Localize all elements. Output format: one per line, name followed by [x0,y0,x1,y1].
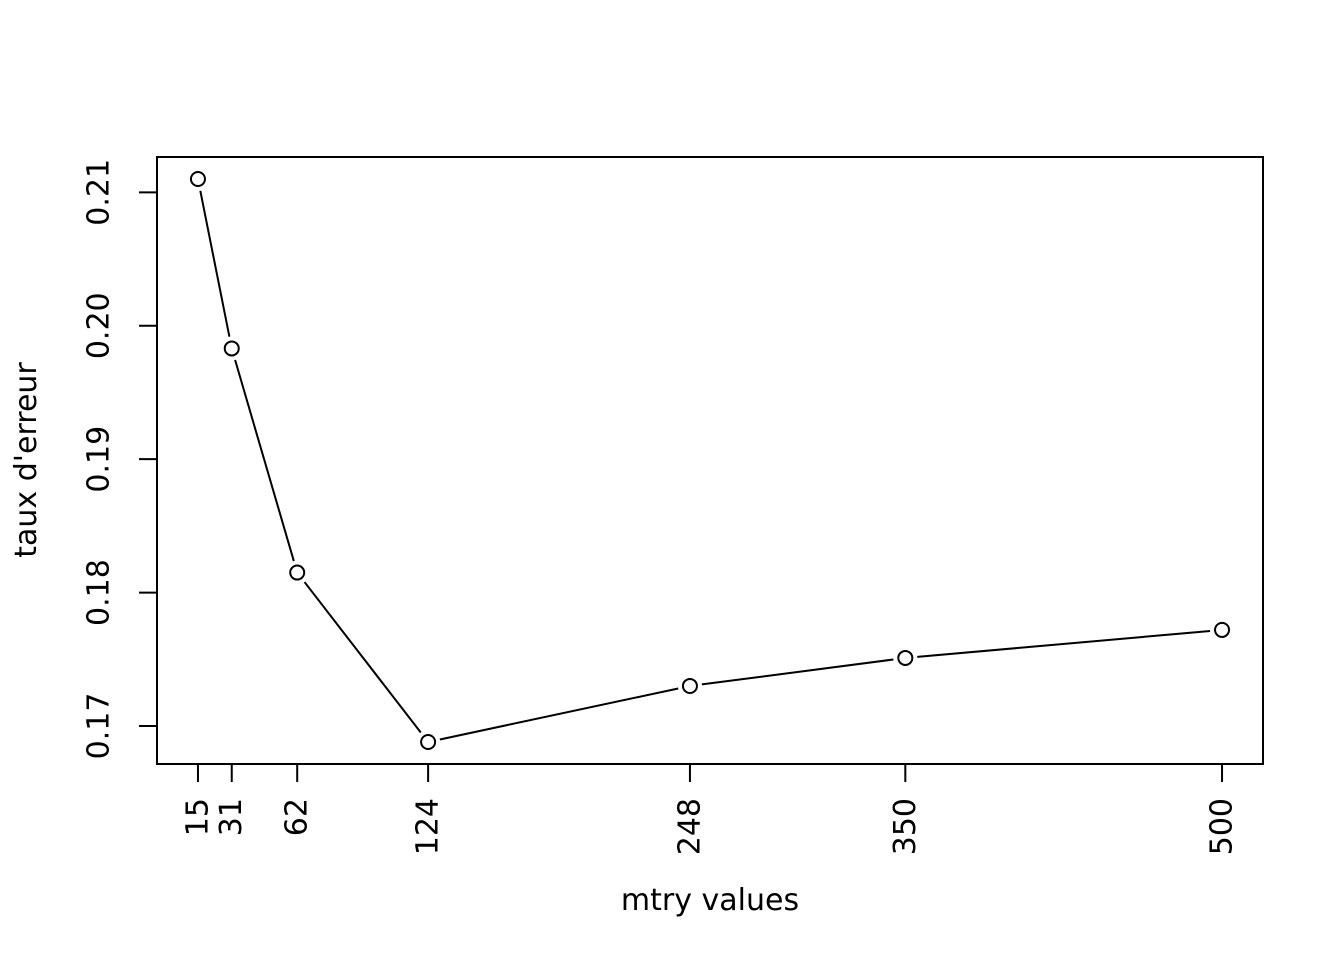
series-line-segment [303,581,422,734]
data-point [289,564,306,581]
series-line-segment [701,658,894,686]
data-series [189,171,1231,750]
data-point [681,677,698,694]
plot-frame [156,156,1264,765]
y-axis: 0.17 0.18 0.19 0.20 0.21 [82,159,158,759]
data-point [189,171,206,188]
series-line-segment [199,190,231,337]
x-tick-label: 500 [1205,798,1240,855]
data-point [420,733,437,750]
series-line-segment [234,359,295,562]
y-tick-label: 0.18 [82,559,117,626]
data-point [897,649,914,666]
series-line-segment [439,687,679,741]
y-tick-label: 0.21 [82,159,117,226]
x-tick-label: 62 [280,798,315,836]
x-tick-label: 31 [214,798,249,836]
series-line-segment [917,629,1211,658]
y-tick-label: 0.19 [82,426,117,493]
data-point [1214,621,1231,638]
y-tick-label: 0.20 [82,292,117,359]
x-tick-label: 15 [180,798,215,836]
data-point [223,340,240,357]
x-axis-label: mtry values [621,883,799,918]
x-tick-label: 124 [411,798,446,855]
x-tick-label: 350 [888,798,923,855]
y-axis-label: taux d'erreur [9,362,44,558]
y-tick-label: 0.17 [82,693,117,760]
x-tick-label: 248 [672,798,707,855]
